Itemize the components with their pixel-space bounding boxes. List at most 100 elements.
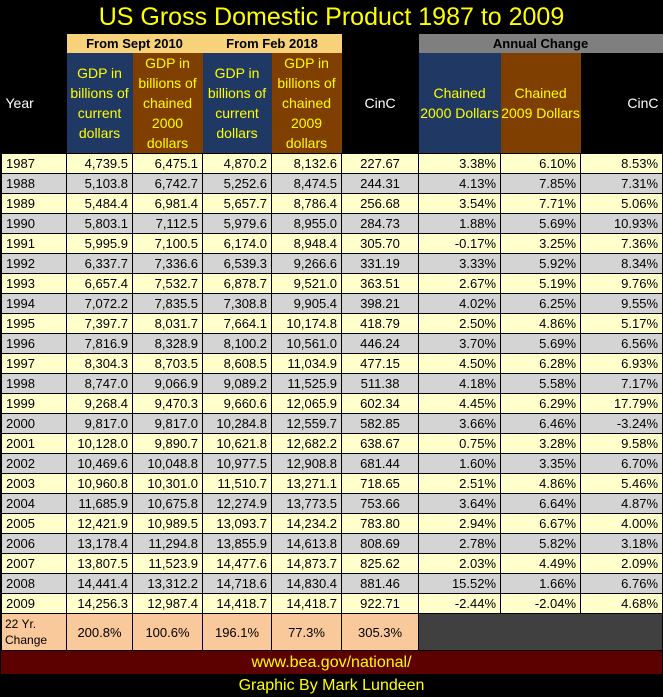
table-row: 1995 7,397.7 8,031.7 7,664.1 10,174.8 418.79 2… — [1, 313, 663, 334]
cell-change-chained-2000: -0.17% — [418, 233, 502, 254]
cell-change-chained-2000: 1.60% — [418, 453, 502, 474]
cell-change-chained-2000: 2.03% — [418, 553, 502, 574]
cell-change-cinc: 5.46% — [580, 473, 663, 494]
cell-gdp-current-2010: 12,421.9 — [66, 513, 133, 534]
cell-year: 1988 — [1, 173, 67, 194]
cell-change-chained-2000: 2.67% — [418, 273, 502, 294]
cell-change-cinc: 4.87% — [580, 493, 663, 514]
cell-gdp-current-2018: 10,621.8 — [202, 433, 273, 454]
cell-gdp-current-2010: 5,995.9 — [66, 233, 133, 254]
cell-gdp-current-2010: 9,817.0 — [66, 413, 133, 434]
cell-gdp-current-2010: 14,441.4 — [66, 573, 133, 594]
cell-gdp-current-2010: 6,657.4 — [66, 273, 133, 294]
cell-year: 1991 — [1, 233, 67, 254]
cell-gdp-chained-2009: 12,559.7 — [271, 413, 343, 434]
cell-change-cinc: 7.31% — [580, 173, 663, 194]
cell-change-chained-2009: 3.28% — [500, 433, 582, 454]
change-row-empty — [418, 613, 663, 651]
cell-gdp-chained-2009: 8,948.4 — [271, 233, 343, 254]
cell-change-cinc: 2.09% — [580, 553, 663, 574]
cell-cinc: 825.62 — [341, 553, 420, 574]
cell-gdp-chained-2009: 10,174.8 — [271, 313, 343, 334]
cell-gdp-chained-2009: 13,271.1 — [271, 473, 343, 494]
table-row: 2007 13,807.5 11,523.9 14,477.6 14,873.7 825.… — [1, 553, 663, 574]
cell-year: 1995 — [1, 313, 67, 334]
column-header-gdp-chained-2009: GDP in billions of chained 2009 dollars — [271, 53, 342, 154]
cell-gdp-chained-2000: 6,742.7 — [131, 173, 204, 194]
cell-year: 1987 — [1, 153, 67, 174]
cell-year: 1992 — [1, 253, 67, 274]
cell-gdp-current-2010: 5,103.8 — [66, 173, 133, 194]
cell-gdp-current-2018: 8,100.2 — [202, 333, 273, 354]
cell-change-chained-2000: 2.78% — [418, 533, 502, 554]
cell-gdp-current-2010: 7,397.7 — [66, 313, 133, 334]
cell-cinc: 808.69 — [341, 533, 420, 554]
cell-year: 2008 — [1, 573, 67, 594]
cell-change-cinc: 8.53% — [580, 153, 663, 174]
cell-gdp-chained-2000: 6,981.4 — [131, 193, 204, 214]
cell-change-cinc: 6.70% — [580, 453, 663, 474]
cell-year: 2006 — [1, 533, 67, 554]
cell-gdp-chained-2000: 9,066.9 — [131, 373, 204, 394]
cell-year: 1999 — [1, 393, 67, 414]
cell-year: 2002 — [1, 453, 67, 474]
change-value-gdp-chained-2009: 77.3% — [271, 613, 343, 651]
cell-cinc: 602.34 — [341, 393, 420, 414]
cell-gdp-current-2018: 7,664.1 — [202, 313, 273, 334]
cell-gdp-current-2010: 10,128.0 — [66, 433, 133, 454]
cell-change-chained-2009: 1.66% — [500, 573, 582, 594]
table-row: 1987 4,739.5 6,475.1 4,870.2 8,132.6 227.67 3.… — [1, 153, 663, 174]
cell-cinc: 244.31 — [341, 173, 420, 194]
group-header-row: From Sept 2010 From Feb 2018 Annual Chan… — [1, 34, 663, 53]
cell-year: 2003 — [1, 473, 67, 494]
cell-gdp-chained-2000: 8,031.7 — [131, 313, 204, 334]
change-value-gdp-chained-2000: 100.6% — [131, 613, 204, 651]
cell-change-chained-2009: 6.67% — [500, 513, 582, 534]
cell-gdp-current-2010: 13,178.4 — [66, 533, 133, 554]
cell-gdp-current-2010: 8,304.3 — [66, 353, 133, 374]
cell-cinc: 881.46 — [341, 573, 420, 594]
cell-gdp-chained-2000: 7,336.6 — [131, 253, 204, 274]
table-row: 2004 11,685.9 10,675.8 12,274.9 13,773.5 753.… — [1, 493, 663, 514]
cell-gdp-chained-2009: 11,034.9 — [271, 353, 343, 374]
cell-gdp-current-2018: 14,718.6 — [202, 573, 273, 594]
cell-cinc: 284.73 — [341, 213, 420, 234]
cell-gdp-current-2010: 13,807.5 — [66, 553, 133, 574]
cell-gdp-current-2018: 14,418.7 — [202, 593, 273, 614]
cell-gdp-chained-2009: 10,561.0 — [271, 333, 343, 354]
cell-gdp-chained-2009: 8,132.6 — [271, 153, 343, 174]
cell-gdp-chained-2000: 6,475.1 — [131, 153, 204, 174]
cell-cinc: 783.80 — [341, 513, 420, 534]
source-link[interactable]: www.bea.gov/national/ — [1, 651, 662, 674]
column-header-change-cinc: CinC — [580, 53, 663, 154]
cell-gdp-chained-2000: 11,294.8 — [131, 533, 204, 554]
cell-year: 1990 — [1, 213, 67, 234]
cell-change-chained-2000: 15.52% — [418, 573, 502, 594]
column-header-gdp-chained-2000: GDP in billions of chained 2000 dollars — [132, 53, 203, 154]
cell-gdp-current-2010: 9,268.4 — [66, 393, 133, 414]
table-row: 1997 8,304.3 8,703.5 8,608.5 11,034.9 477.15 4… — [1, 353, 663, 374]
cell-gdp-current-2018: 14,477.6 — [202, 553, 273, 574]
table-row: 2003 10,960.8 10,301.0 11,510.7 13,271.1 718.… — [1, 473, 663, 494]
cell-change-cinc: 7.17% — [580, 373, 663, 394]
cell-change-chained-2009: 5.58% — [500, 373, 582, 394]
cell-gdp-current-2010: 14,256.3 — [66, 593, 133, 614]
cell-gdp-current-2010: 7,072.2 — [66, 293, 133, 314]
cell-change-cinc: 6.76% — [580, 573, 663, 594]
cell-gdp-chained-2009: 14,234.2 — [271, 513, 343, 534]
cell-year: 1993 — [1, 273, 67, 294]
cell-gdp-current-2010: 6,337.7 — [66, 253, 133, 274]
cell-gdp-chained-2009: 12,682.2 — [271, 433, 343, 454]
change-row-label: 22 Yr. Change — [1, 613, 67, 651]
cell-change-cinc: 4.00% — [580, 513, 663, 534]
cell-cinc: 922.71 — [341, 593, 420, 614]
cell-cinc: 638.67 — [341, 433, 420, 454]
cell-change-chained-2000: 3.54% — [418, 193, 502, 214]
cell-gdp-current-2018: 9,660.6 — [202, 393, 273, 414]
cell-gdp-chained-2009: 14,873.7 — [271, 553, 343, 574]
cell-gdp-chained-2009: 8,474.5 — [271, 173, 343, 194]
cell-change-chained-2009: 6.25% — [500, 293, 582, 314]
cell-change-chained-2009: 5.82% — [500, 533, 582, 554]
cell-cinc: 363.51 — [341, 273, 420, 294]
group-header-feb-2018: From Feb 2018 — [202, 34, 342, 53]
